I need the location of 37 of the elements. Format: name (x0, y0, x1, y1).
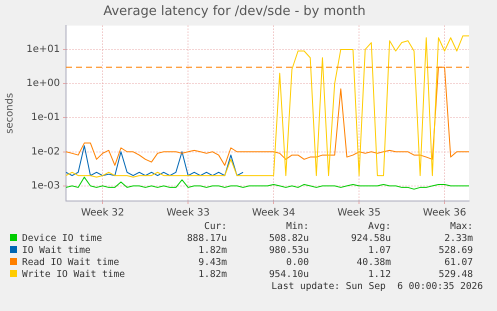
y-axis-title: seconds (4, 92, 16, 134)
text: 888.17u (186, 233, 227, 245)
text: 1.82m (197, 269, 227, 281)
x-tick-label: Week 34 (252, 208, 296, 219)
y-tick-label: 1e-02 (31, 146, 60, 158)
text: 980.53u (268, 245, 309, 257)
legend-label: Read IO Wait time (22, 257, 120, 268)
text: 9.43m (197, 257, 227, 269)
legend-label: IO Wait time (22, 245, 91, 256)
legend-label: Device IO time (22, 233, 102, 244)
text: 529.48 (438, 269, 473, 281)
text: 1.07 (367, 245, 391, 257)
x-tick-label: Week 35 (337, 208, 381, 219)
text: 1.82m (197, 245, 227, 257)
legend-label: Write IO Wait time (22, 269, 125, 280)
text: 0.00 (285, 257, 309, 269)
text: 508.82u (268, 233, 309, 245)
x-tick-label: Week 36 (422, 208, 466, 219)
text: Min: (285, 221, 309, 233)
text: 954.10u (268, 269, 309, 281)
chart-title: Average latency for /dev/sde - by month (103, 4, 366, 20)
text: Max: (449, 221, 473, 233)
text: Last update: Sun Sep 6 00:00:35 2026 (271, 281, 483, 292)
text: 61.07 (443, 257, 473, 269)
text: 1.12 (367, 269, 391, 281)
y-tick-label: 1e+01 (26, 44, 60, 56)
y-tick-label: 1e-01 (31, 112, 60, 124)
text: 2.33m (443, 233, 473, 245)
text: Cur: (203, 221, 227, 233)
text: 924.58u (350, 233, 391, 245)
y-tick-label: 1e+00 (26, 78, 60, 90)
text: Avg: (367, 221, 391, 233)
x-tick-label: Week 33 (166, 208, 210, 219)
text: 40.38m (356, 257, 391, 269)
y-tick-label: 1e-03 (31, 180, 60, 192)
text: 528.69 (438, 245, 473, 257)
x-tick-label: Week 32 (80, 208, 124, 219)
